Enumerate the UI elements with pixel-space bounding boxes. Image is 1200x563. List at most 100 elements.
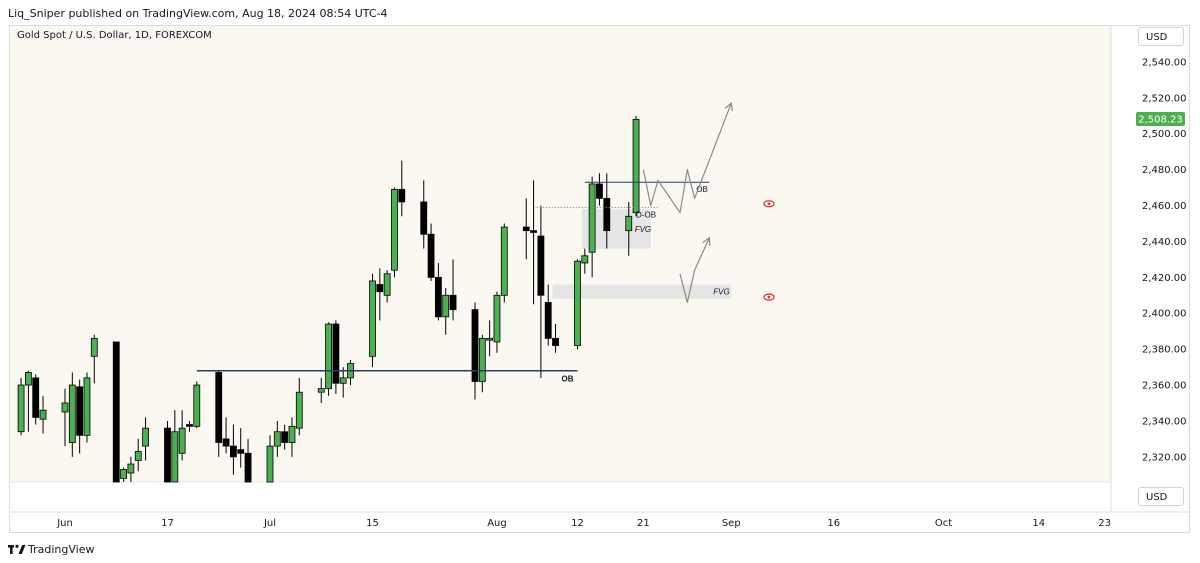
candle-body	[134, 451, 142, 461]
candle[interactable]	[134, 438, 142, 472]
candle[interactable]	[229, 424, 237, 475]
candle[interactable]	[486, 320, 494, 357]
price-axis-area[interactable]	[1111, 26, 1189, 506]
candle[interactable]	[574, 259, 581, 350]
candle[interactable]	[237, 428, 245, 468]
last-price-badge[interactable]	[1136, 111, 1185, 126]
candle[interactable]	[376, 268, 384, 321]
candle[interactable]	[317, 377, 325, 404]
candle[interactable]	[112, 341, 120, 483]
candle-body	[83, 377, 91, 436]
eye-icon[interactable]	[763, 200, 775, 208]
candle[interactable]	[164, 420, 171, 483]
currency-selector-bottom[interactable]: USD	[1138, 487, 1184, 506]
candle[interactable]	[193, 381, 201, 429]
candle-body	[420, 201, 428, 235]
candle[interactable]	[434, 262, 442, 321]
candle[interactable]	[500, 223, 508, 303]
candle-body	[383, 273, 391, 296]
candle[interactable]	[68, 372, 76, 457]
candle[interactable]	[625, 201, 633, 256]
candle[interactable]	[544, 284, 552, 346]
candle-body	[478, 337, 486, 382]
time-tick-label: Sep	[722, 518, 741, 529]
candle-body	[229, 445, 237, 458]
fvg-zone-lower[interactable]	[552, 284, 732, 299]
time-axis-area[interactable]	[10, 506, 1189, 532]
projection-path-lower[interactable]	[679, 237, 710, 304]
time-tick-label: 21	[637, 518, 650, 529]
candle[interactable]	[222, 417, 230, 454]
candle[interactable]	[171, 410, 179, 483]
candle-body	[588, 183, 596, 253]
candle[interactable]	[83, 372, 91, 443]
candle[interactable]	[295, 377, 303, 436]
time-tick-label: 16	[827, 518, 840, 529]
candle[interactable]	[142, 417, 149, 461]
candle[interactable]	[471, 302, 479, 400]
candle[interactable]	[581, 248, 589, 274]
candle[interactable]	[325, 322, 332, 396]
candle[interactable]	[427, 223, 435, 281]
candle[interactable]	[449, 259, 457, 321]
candle[interactable]	[552, 324, 559, 353]
candle-body	[427, 233, 435, 278]
price-tick-label: 2,420.00	[1142, 273, 1187, 284]
candle[interactable]	[215, 370, 223, 457]
candle[interactable]	[127, 456, 135, 482]
candle-body	[142, 427, 149, 447]
candle[interactable]	[596, 173, 603, 206]
candle[interactable]	[632, 115, 640, 217]
candle[interactable]	[281, 424, 289, 450]
candle[interactable]	[398, 160, 406, 217]
candle-body	[127, 463, 135, 474]
candle-body	[17, 384, 25, 433]
candle[interactable]	[383, 270, 391, 303]
time-tick-label: 14	[1032, 518, 1045, 529]
candle-body	[552, 337, 559, 346]
candle[interactable]	[266, 435, 274, 483]
candle[interactable]	[442, 288, 450, 335]
candle-body	[295, 391, 303, 429]
candle[interactable]	[17, 377, 25, 436]
candle[interactable]	[588, 176, 596, 278]
candle[interactable]	[522, 198, 530, 260]
candle-body	[442, 294, 450, 318]
candle[interactable]	[391, 187, 398, 278]
candle-body	[76, 386, 84, 436]
currency-selector-top[interactable]: USD	[1138, 27, 1184, 46]
candle[interactable]	[369, 273, 376, 368]
candle[interactable]	[478, 334, 486, 393]
price-tick-label: 2,400.00	[1142, 309, 1187, 320]
projection-path-lower-arrowhead	[702, 236, 711, 246]
tradingview-logo-icon	[8, 544, 26, 554]
candle[interactable]	[61, 388, 69, 447]
candle[interactable]	[186, 420, 193, 432]
candle[interactable]	[90, 334, 98, 384]
candle-body	[164, 427, 171, 483]
candle-body	[61, 402, 69, 413]
candle[interactable]	[273, 420, 281, 457]
candle[interactable]	[32, 374, 40, 425]
candle[interactable]	[603, 173, 611, 249]
candle[interactable]	[288, 417, 296, 457]
candle[interactable]	[493, 291, 501, 353]
candle[interactable]	[339, 367, 347, 398]
candle[interactable]	[178, 410, 186, 461]
candle[interactable]	[530, 180, 537, 305]
candle-body	[574, 260, 581, 346]
candle-body	[215, 372, 223, 443]
candle[interactable]	[332, 320, 340, 395]
candle[interactable]	[76, 379, 84, 454]
candle[interactable]	[537, 205, 545, 378]
candle-body	[500, 226, 508, 296]
eye-icon[interactable]	[763, 293, 775, 301]
candle[interactable]	[244, 438, 252, 483]
candle[interactable]	[24, 370, 32, 432]
candle[interactable]	[420, 180, 428, 249]
candle[interactable]	[120, 467, 127, 482]
symbol-title[interactable]: Gold Spot / U.S. Dollar, 1D, FOREXCOM	[17, 30, 212, 41]
candle[interactable]	[39, 395, 47, 434]
projection-path-upper[interactable]	[642, 102, 732, 214]
